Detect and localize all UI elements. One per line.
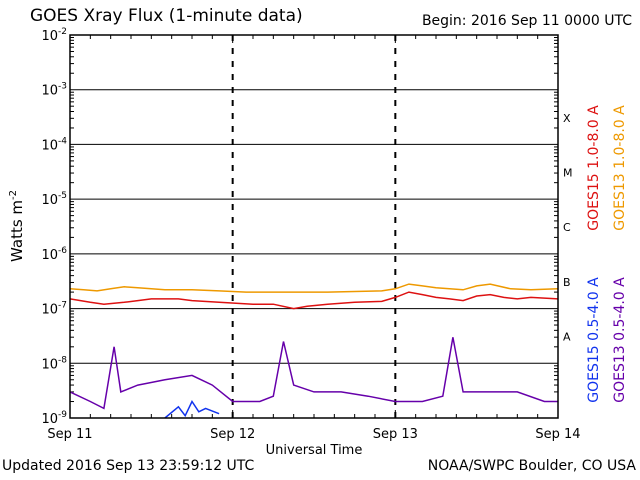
y-tick-label: 10-9 [41, 410, 67, 427]
x-tick-label: Sep 12 [210, 427, 255, 442]
legend-entry: GOES15 0.5-4.0 A [586, 277, 602, 403]
flare-class-label: C [563, 221, 571, 234]
y-tick-label: 10-4 [41, 136, 67, 153]
y-tick-label: 10-8 [41, 355, 67, 372]
flare-class-labels: A B C M X [563, 112, 573, 344]
legend: GOES15 1.0-8.0 A GOES13 1.0-8.0 A GOES15 0… [586, 105, 628, 403]
series-line [69, 337, 558, 410]
x-tick-label: Sep 14 [535, 427, 580, 442]
begin-timestamp: Begin: 2016 Sep 11 0000 UTC [421, 13, 632, 29]
flare-class-label: B [563, 276, 571, 289]
chart-series [69, 283, 559, 419]
series-line [164, 399, 220, 419]
chart-grid [69, 35, 559, 418]
legend-entry: GOES15 1.0-8.0 A [586, 105, 602, 231]
chart-title: GOES Xray Flux (1-minute data) [30, 6, 303, 26]
x-axis-label: Universal Time [266, 443, 363, 458]
y-tick-label: 10-7 [41, 301, 67, 318]
legend-entry: GOES13 1.0-8.0 A [612, 105, 628, 231]
credit-line: NOAA/SWPC Boulder, CO USA [427, 458, 636, 474]
series-line [69, 283, 559, 293]
x-tick-labels: Sep 11 Sep 12 Sep 13 Sep 14 [47, 427, 580, 442]
y-axis-label: Watts m-2 [8, 190, 26, 262]
legend-entry: GOES13 0.5-4.0 A [612, 277, 628, 403]
y-tick-label: 10-3 [41, 82, 67, 99]
x-tick-label: Sep 11 [47, 427, 92, 442]
y-tick-labels: 10-9 10-8 10-7 10-6 10-5 10-4 10-3 10-2 [41, 27, 67, 427]
updated-timestamp: Updated 2016 Sep 13 23:59:12 UTC [2, 458, 255, 474]
series-line [69, 291, 559, 310]
y-tick-label: 10-5 [41, 191, 67, 208]
y-tick-label: 10-6 [41, 246, 67, 263]
flare-class-label: X [563, 112, 571, 125]
plot-frame [69, 34, 559, 419]
flare-class-label: A [563, 331, 571, 344]
x-tick-label: Sep 13 [373, 427, 418, 442]
y-tick-label: 10-2 [41, 27, 67, 44]
flare-class-label: M [563, 167, 573, 180]
